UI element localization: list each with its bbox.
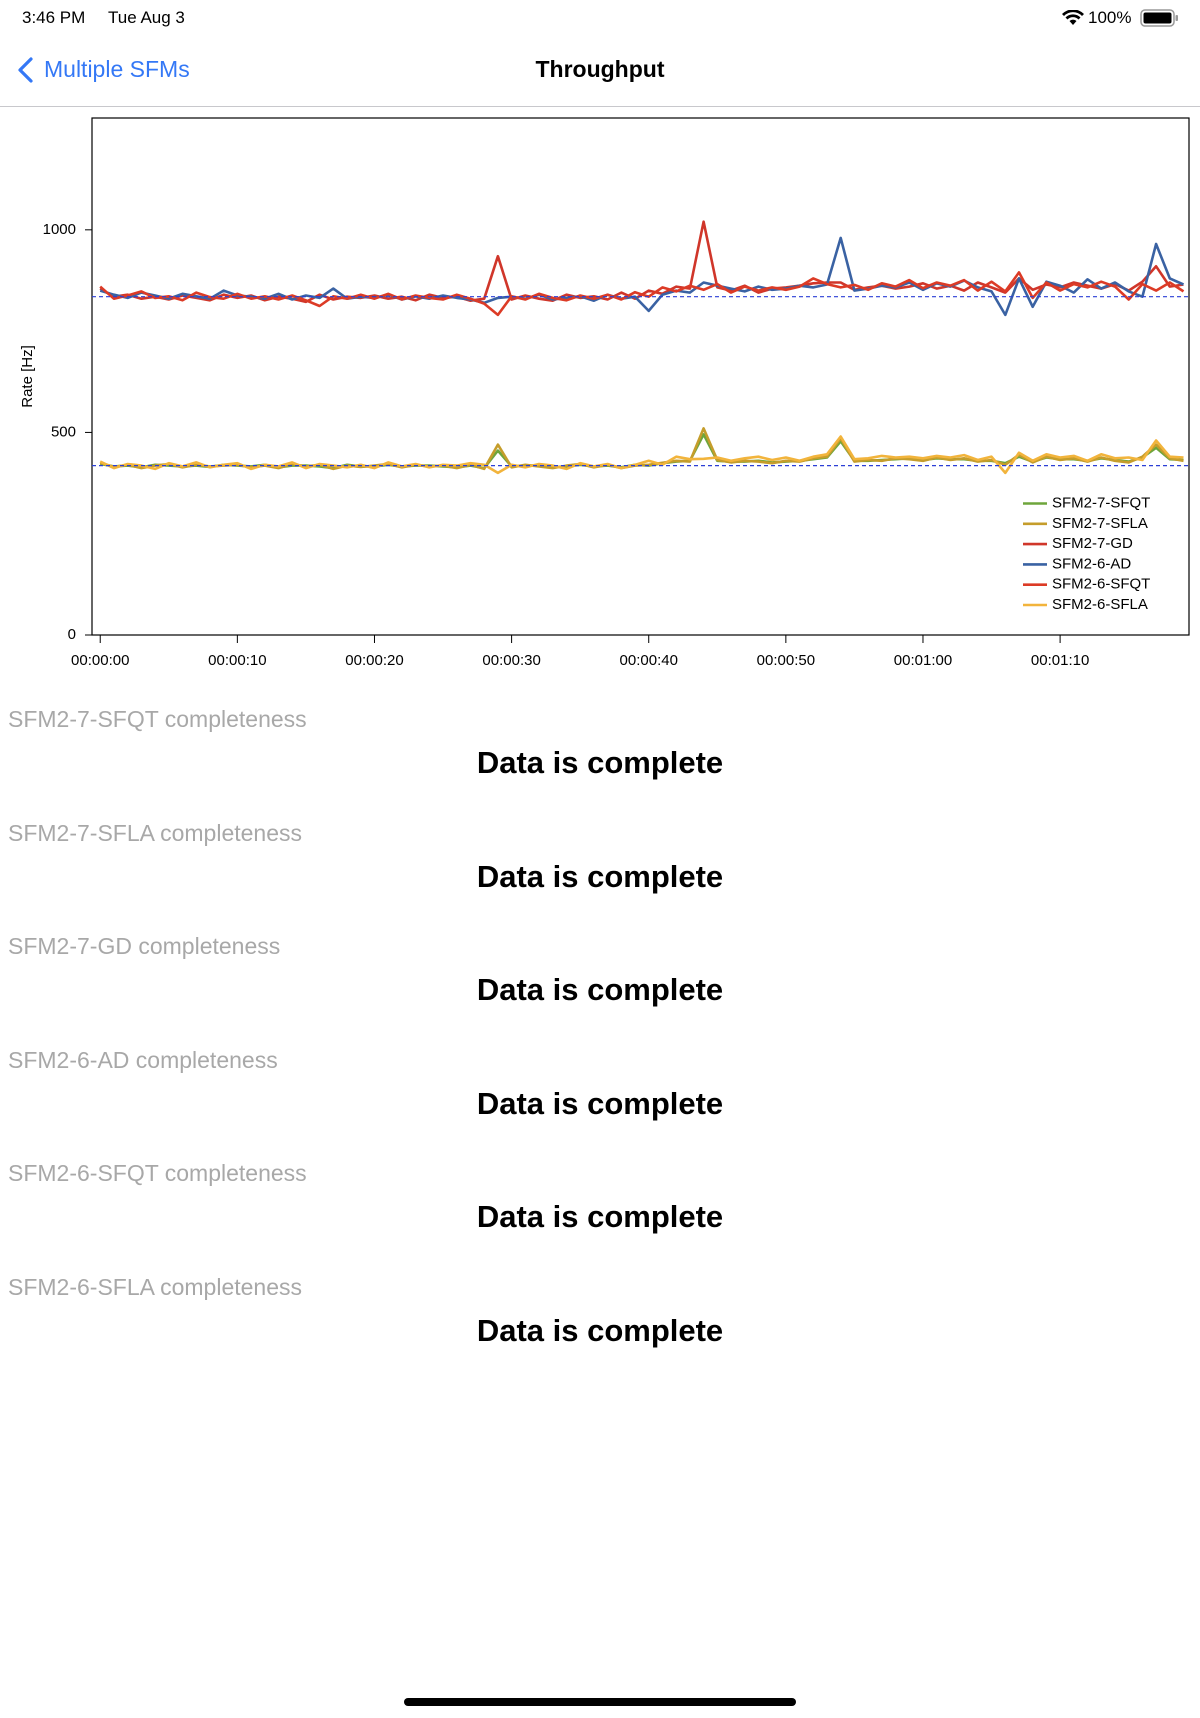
completeness-label: SFM2-6-SFLA completeness xyxy=(8,1274,303,1300)
legend-label: SFM2-7-SFLA xyxy=(1052,515,1148,532)
x-tick-label: 00:00:00 xyxy=(71,652,129,669)
x-tick-label: 00:00:30 xyxy=(482,652,540,669)
y-axis-label: Rate [Hz] xyxy=(19,345,36,408)
chart: 0 500 1000 00:00:00 00:00:10 00:00:20 00:00:30… xyxy=(19,117,1190,669)
x-tick-label: 00:00:40 xyxy=(620,652,678,669)
completeness-label: SFM2-7-SFLA completeness xyxy=(8,819,303,846)
y-tick-label: 1000 xyxy=(43,221,76,238)
x-tick-label: 00:00:50 xyxy=(757,652,815,669)
nav-title: Throughput xyxy=(535,56,665,82)
x-tick-label: 00:01:00 xyxy=(894,652,952,669)
legend-label: SFM2-6-AD xyxy=(1052,555,1131,572)
completeness-label: SFM2-7-GD completeness xyxy=(8,933,281,960)
x-tick-label: 00:00:10 xyxy=(208,652,266,669)
completeness-label: SFM2-7-SFQT completeness xyxy=(8,706,307,732)
battery-percent: 100% xyxy=(1088,8,1132,27)
legend-label: SFM2-7-SFQT xyxy=(1052,494,1150,511)
completeness-status: Data is complete xyxy=(476,1313,724,1348)
x-tick-label: 00:01:10 xyxy=(1031,652,1089,669)
nav-separator xyxy=(0,106,1200,107)
completeness-label: SFM2-6-SFQT completeness xyxy=(8,1160,307,1187)
status-time: 3:46 PM xyxy=(22,8,86,27)
completeness-status: Data is complete xyxy=(476,1199,724,1235)
legend-label: SFM2-7-GD xyxy=(1052,535,1133,552)
series-line xyxy=(99,236,1185,317)
series-line xyxy=(99,435,1184,475)
legend-label: SFM2-6-SFQT xyxy=(1052,576,1150,593)
battery-icon xyxy=(1140,9,1178,27)
x-tick-label: 00:00:20 xyxy=(345,652,403,669)
series-line xyxy=(99,271,1185,317)
completeness-status: Data is complete xyxy=(476,1085,724,1121)
legend-label: SFM2-6-SFLA xyxy=(1052,596,1148,613)
completeness-label: SFM2-6-AD completeness xyxy=(8,1046,278,1073)
y-tick-label: 0 xyxy=(68,626,76,643)
completeness-status: Data is complete xyxy=(476,745,724,780)
wifi-icon xyxy=(1062,10,1084,25)
plot-area xyxy=(91,117,1190,636)
home-indicator xyxy=(404,1698,796,1706)
back-button[interactable]: Multiple SFMs xyxy=(44,56,190,82)
completeness-status: Data is complete xyxy=(476,972,724,1008)
status-date: Tue Aug 3 xyxy=(108,8,185,27)
series-line xyxy=(99,220,1184,304)
back-chevron[interactable] xyxy=(16,56,36,84)
y-tick-label: 500 xyxy=(51,423,76,440)
completeness-status: Data is complete xyxy=(476,858,724,894)
